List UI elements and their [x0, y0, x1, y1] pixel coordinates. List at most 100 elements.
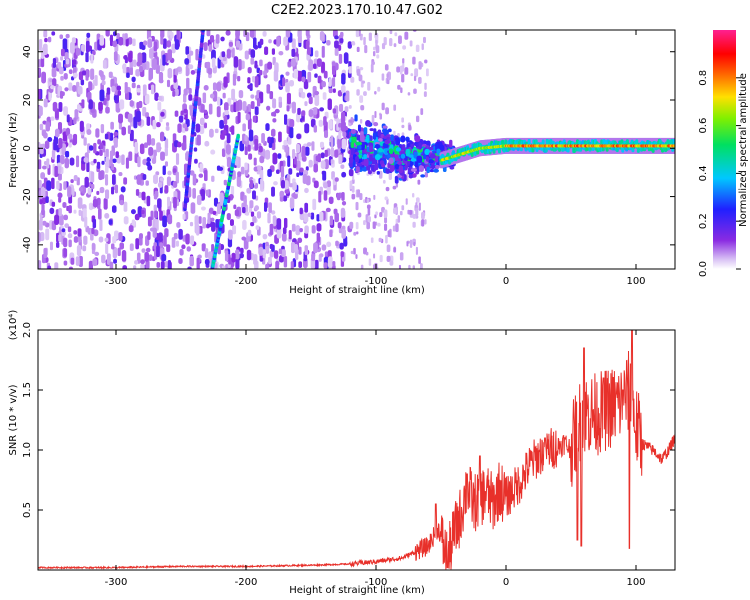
noise-speckle [83, 157, 89, 163]
noise-speckle [340, 207, 346, 218]
y-tick-label: 0.5 [22, 502, 33, 518]
noise-speckle [109, 150, 113, 160]
noise-speckle [59, 154, 65, 165]
noise-speckle [347, 41, 352, 49]
diffuse-signal-point [411, 167, 417, 172]
noise-speckle [141, 52, 147, 63]
noise-speckle [73, 117, 77, 125]
noise-speckle [313, 242, 318, 254]
noise-speckle [204, 169, 208, 182]
noise-speckle [304, 202, 309, 213]
noise-speckle [250, 211, 255, 217]
noise-speckle [342, 131, 347, 137]
noise-speckle [204, 258, 210, 266]
noise-speckle [209, 34, 215, 43]
noise-speckle [288, 183, 294, 188]
noise-speckle [257, 165, 262, 172]
noise-speckle [192, 173, 197, 186]
noise-speckle [167, 214, 173, 225]
noise-speckle [379, 254, 383, 263]
noise-speckle [145, 259, 150, 269]
noise-speckle [272, 118, 277, 123]
diffuse-signal-point [398, 165, 404, 174]
diffuse-signal-point [433, 168, 439, 173]
noise-speckle [63, 106, 68, 116]
noise-speckle [104, 237, 109, 242]
noise-speckle [418, 61, 422, 70]
noise-speckle [270, 137, 274, 144]
diffuse-signal-point [430, 163, 436, 170]
spectrogram-y-axis-label: Frequency (Hz) [8, 112, 19, 188]
noise-speckle [129, 67, 133, 76]
diffuse-signal-point [363, 158, 369, 167]
noise-speckle [88, 260, 94, 269]
y-tick-label: 2.0 [22, 322, 33, 338]
noise-speckle [188, 64, 194, 70]
spectrogram-frame [37, 29, 676, 270]
noise-speckle [269, 250, 274, 258]
noise-speckle [288, 168, 293, 175]
noise-speckle [88, 145, 94, 151]
noise-speckle [128, 151, 133, 162]
noise-speckle [190, 69, 196, 75]
noise-speckle [349, 221, 354, 229]
noise-speckle [73, 230, 78, 235]
noise-speckle [216, 81, 222, 92]
noise-speckle [340, 251, 344, 258]
noise-speckle [68, 239, 72, 248]
diffuse-signal-point [415, 143, 419, 148]
noise-speckle [195, 123, 201, 133]
noise-speckle [254, 205, 260, 211]
noise-speckle [231, 125, 235, 135]
noise-speckle [68, 205, 72, 214]
diffuse-signal-point [394, 163, 400, 170]
noise-speckle [415, 246, 418, 255]
noise-speckle [113, 95, 118, 101]
noise-speckle [247, 117, 252, 130]
noise-speckle [258, 69, 263, 76]
noise-speckle [345, 90, 350, 102]
noise-speckle [164, 161, 168, 167]
noise-speckle [113, 258, 117, 264]
diffuse-signal-point [374, 154, 381, 161]
diffuse-signal-point [363, 154, 367, 160]
noise-speckle [190, 170, 195, 176]
noise-speckle [73, 236, 79, 243]
noise-speckle [77, 197, 83, 209]
noise-speckle [252, 215, 257, 223]
noise-speckle [378, 237, 382, 243]
noise-speckle [371, 114, 375, 124]
noise-speckle [364, 44, 368, 54]
noise-speckle [47, 137, 53, 142]
noise-speckle [162, 54, 166, 66]
noise-speckle [281, 249, 286, 258]
noise-speckle [38, 88, 41, 100]
noise-speckle [367, 81, 371, 91]
noise-speckle [84, 216, 88, 228]
noise-speckle [374, 110, 377, 119]
noise-speckle [283, 255, 288, 268]
noise-speckle [359, 193, 363, 201]
noise-speckle [44, 37, 48, 43]
noise-speckle [123, 201, 128, 212]
snr-frame [37, 329, 676, 571]
noise-speckle [85, 52, 89, 63]
noise-speckle [244, 50, 249, 60]
noise-speckle [86, 32, 91, 38]
noise-speckle [226, 156, 232, 168]
noise-speckle [334, 40, 339, 49]
noise-speckle [183, 108, 188, 114]
noise-speckle [237, 171, 242, 178]
noise-speckle [361, 80, 366, 84]
noise-speckle [283, 36, 288, 47]
noise-speckle [146, 156, 151, 163]
noise-speckle [193, 147, 198, 152]
noise-speckle [80, 79, 85, 86]
noise-speckle [316, 214, 320, 222]
noise-speckle [334, 177, 339, 182]
noise-speckle [289, 119, 295, 128]
noise-speckle [212, 82, 217, 91]
diffuse-signal-point [429, 153, 436, 159]
noise-speckle [63, 260, 68, 266]
noise-speckle [407, 92, 411, 96]
